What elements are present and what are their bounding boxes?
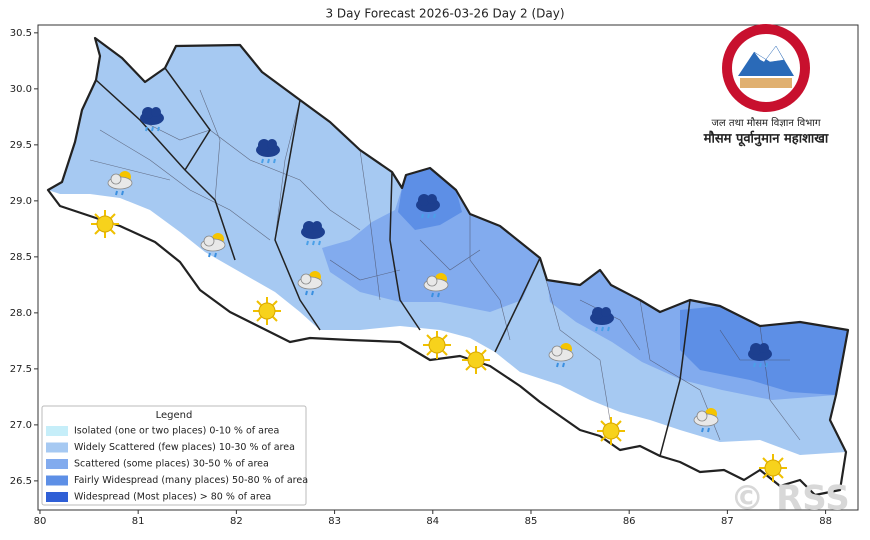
x-tick-label: 85 — [525, 516, 538, 527]
map — [46, 36, 850, 497]
x-tick-label: 80 — [34, 516, 47, 527]
y-tick-label: 27.0 — [10, 420, 32, 431]
legend-label: Widespread (Most places) > 80 % of area — [74, 492, 271, 503]
x-tick-label: 81 — [132, 516, 145, 527]
y-tick-label: 30.5 — [10, 28, 32, 39]
legend-label: Scattered (some places) 30-50 % of area — [74, 459, 269, 470]
y-tick-label: 29.5 — [10, 140, 32, 151]
legend-swatch — [46, 442, 68, 453]
legend-swatch — [46, 475, 68, 486]
y-tick-label: 30.0 — [10, 84, 32, 95]
y-tick-label: 28.0 — [10, 308, 32, 319]
y-tick-label: 29.0 — [10, 196, 32, 207]
x-tick-label: 84 — [426, 516, 439, 527]
watermark: © RSS — [730, 479, 849, 519]
legend-title: Legend — [156, 410, 193, 421]
x-tick-label: 87 — [721, 516, 734, 527]
logo: जल तथा मौसम विज्ञान विभाग मौसम पूर्वानुम… — [703, 24, 829, 147]
chart-title: 3 Day Forecast 2026-03-26 Day 2 (Day) — [325, 7, 564, 21]
legend-swatch — [46, 426, 68, 436]
legend-swatch — [46, 492, 68, 502]
y-tick-label: 28.5 — [10, 252, 32, 263]
legend: Legend Isolated (one or two places) 0-10… — [41, 405, 308, 506]
legend-label: Widely Scattered (few places) 10-30 % of… — [74, 442, 295, 453]
legend-swatch — [46, 459, 68, 469]
x-tick-label: 83 — [328, 516, 341, 527]
legend-label: Fairly Widespread (many places) 50-80 % … — [74, 475, 308, 486]
legend-label: Isolated (one or two places) 0-10 % of a… — [74, 426, 279, 437]
x-tick-label: 82 — [230, 516, 243, 527]
logo-line1: जल तथा मौसम विज्ञान विभाग — [711, 117, 820, 129]
x-tick-label: 88 — [819, 516, 832, 527]
x-tick-label: 86 — [623, 516, 636, 527]
plot-frame — [37, 24, 859, 511]
y-tick-label: 27.5 — [10, 364, 32, 375]
y-tick-label: 26.5 — [10, 476, 32, 487]
logo-line2: मौसम पूर्वानुमान महाशाखा — [703, 131, 829, 147]
